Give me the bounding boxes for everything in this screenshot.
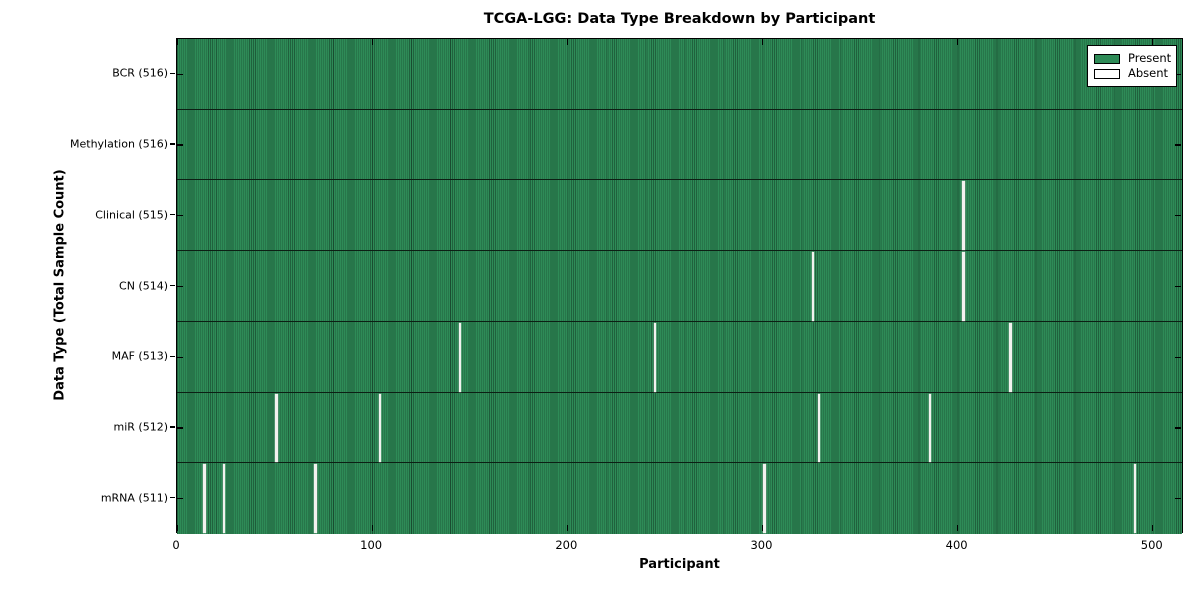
heatmap-row-clinical — [177, 180, 1182, 252]
absent-gap-line — [222, 464, 226, 533]
absent-gap-line — [962, 181, 965, 251]
chart-title: TCGA-LGG: Data Type Breakdown by Partici… — [483, 11, 876, 27]
x-axis-tick — [371, 524, 373, 531]
x-tick-label: 300 — [750, 538, 773, 552]
y-tick-label-mrna: mRNA (511) — [100, 491, 168, 505]
legend-box: Present Absent — [1087, 45, 1177, 87]
x-axis-tick — [566, 39, 568, 45]
x-axis-tick — [566, 524, 568, 531]
absent-gap-line — [275, 393, 278, 463]
y-axis-tick — [170, 214, 175, 216]
absent-gap-line — [817, 393, 821, 463]
y-axis-tick — [170, 355, 175, 357]
absent-gap-line — [378, 393, 382, 463]
absent-swatch — [1094, 68, 1120, 79]
y-axis-tick — [177, 285, 183, 288]
x-tick-label: 500 — [1140, 538, 1163, 552]
y-axis-tick — [177, 215, 183, 217]
y-axis-tick — [1174, 73, 1181, 75]
y-axis-tick — [1174, 285, 1181, 288]
absent-gap-line — [314, 464, 317, 533]
y-axis-tick — [1174, 144, 1181, 146]
absent-gap-line — [812, 252, 815, 321]
x-tick-label: 100 — [360, 538, 383, 552]
y-axis-tick — [177, 73, 183, 75]
heatmap-row-cn — [177, 251, 1182, 322]
y-tick-label-methylation: Methylation (516) — [70, 137, 168, 151]
y-tick-label-maf: MAF (513) — [111, 349, 168, 363]
heatmap-row-methylation — [177, 109, 1182, 181]
y-axis-tick — [1174, 427, 1181, 429]
x-axis-tick — [957, 524, 959, 531]
x-axis-tick — [176, 524, 178, 531]
absent-gap-line — [929, 393, 932, 463]
y-tick-label-bcr: BCR (516) — [112, 66, 168, 80]
y-tick-label-cn: CN (514) — [119, 279, 168, 292]
y-axis-tick — [170, 426, 175, 428]
y-axis-tick — [170, 497, 175, 499]
x-axis-label: Participant — [639, 557, 720, 572]
y-axis-tick — [170, 72, 175, 74]
x-tick-label: 400 — [945, 538, 968, 552]
y-tick-label-clinical: Clinical (515) — [95, 208, 168, 222]
x-tick-label: 0 — [172, 538, 180, 552]
y-tick-label-mir: miR (512) — [113, 420, 169, 434]
x-axis-tick — [761, 524, 764, 531]
x-tick-label: 200 — [555, 538, 578, 552]
x-axis-tick — [176, 39, 178, 45]
heatmap-row-bcr — [177, 39, 1182, 110]
x-axis-tick — [1152, 39, 1154, 45]
y-axis-tick — [177, 427, 183, 429]
y-axis-tick — [1174, 356, 1181, 358]
heatmap-row-mrna — [177, 463, 1182, 534]
x-axis-tick — [1152, 524, 1154, 531]
present-swatch — [1094, 53, 1120, 64]
absent-gap-line — [962, 252, 965, 321]
legend-label-present: Present — [1128, 51, 1172, 65]
y-axis-tick — [1174, 215, 1181, 217]
heatmap-row-maf — [177, 321, 1182, 393]
absent-gap-line — [653, 322, 657, 392]
x-axis-tick — [957, 39, 959, 45]
y-axis-tick — [1174, 498, 1181, 500]
x-axis-tick — [761, 39, 764, 45]
absent-gap-line — [203, 464, 206, 533]
y-axis-tick — [170, 143, 175, 145]
y-axis-tick — [177, 144, 183, 146]
legend-label-absent: Absent — [1128, 66, 1169, 80]
plot-area: Present Absent — [176, 38, 1183, 534]
legend-item-present: Present — [1094, 51, 1172, 65]
y-axis-tick — [170, 284, 175, 287]
heatmap-row-mir — [177, 392, 1182, 464]
absent-gap-line — [458, 322, 462, 392]
y-axis-tick — [177, 356, 183, 358]
y-axis-tick — [177, 498, 183, 500]
legend-item-absent: Absent — [1094, 67, 1170, 80]
absent-gap-line — [1009, 322, 1012, 392]
absent-gap-line — [1134, 464, 1137, 533]
x-axis-tick — [371, 39, 373, 45]
absent-gap-line — [763, 464, 766, 533]
